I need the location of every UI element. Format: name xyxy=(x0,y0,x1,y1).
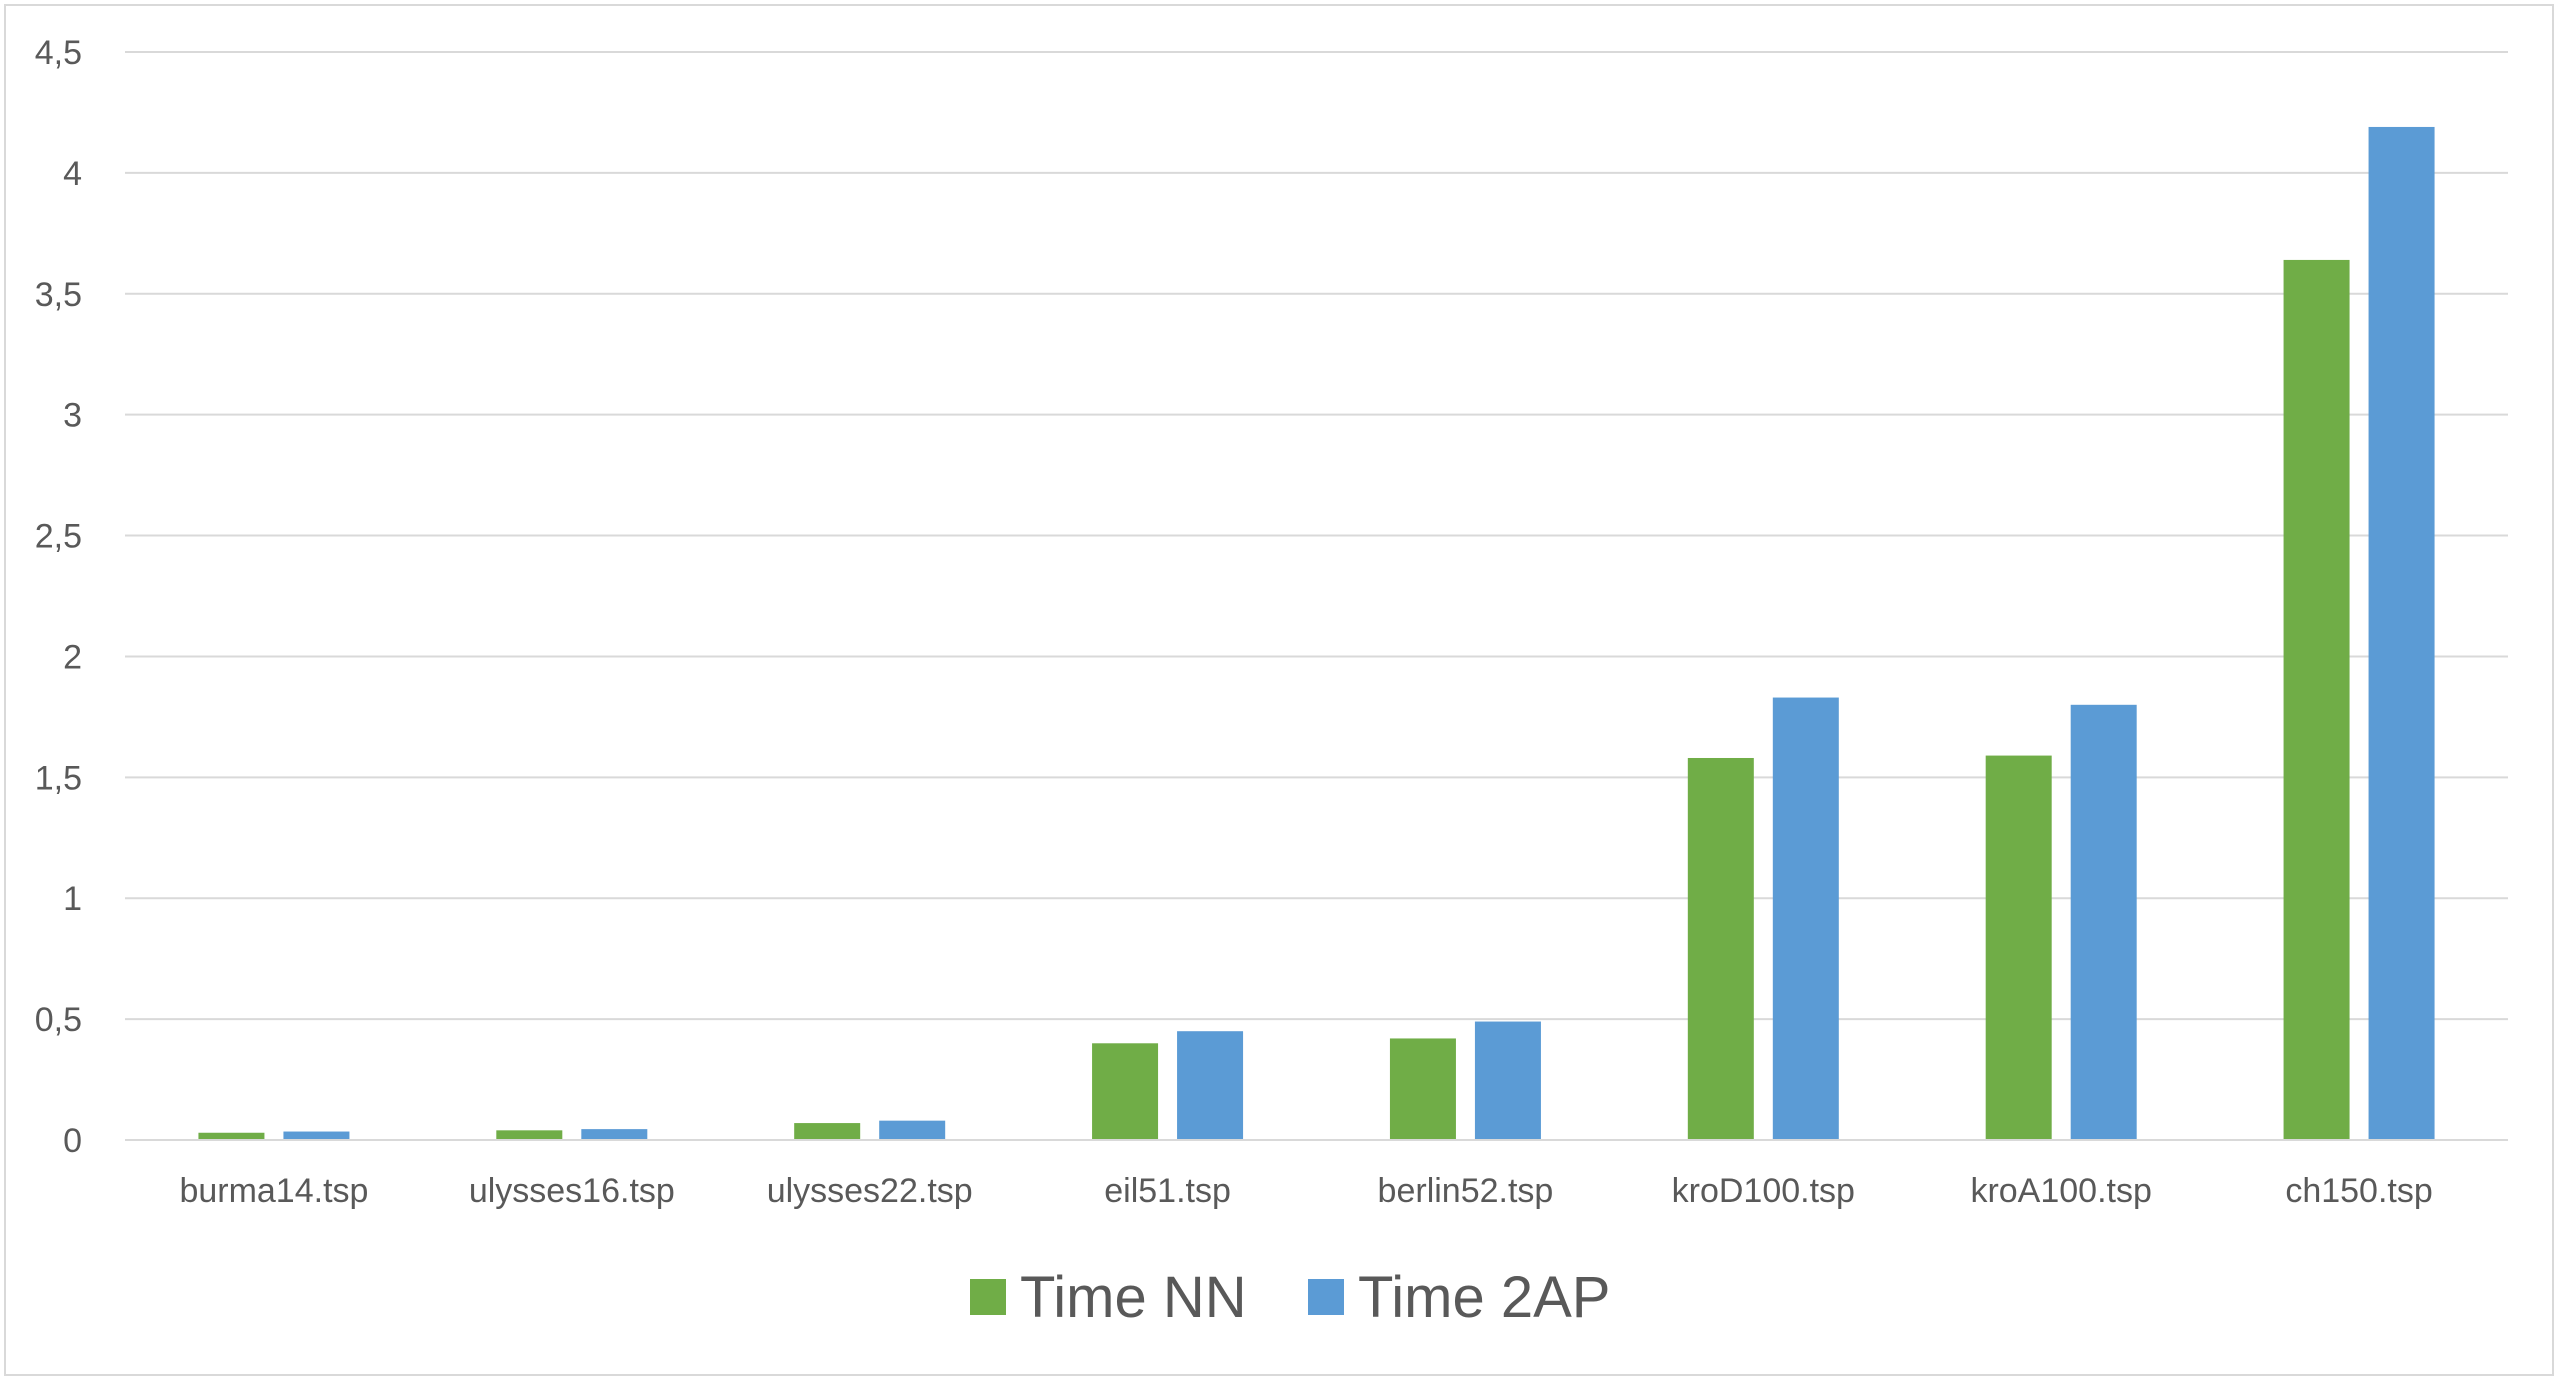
legend-swatch xyxy=(970,1279,1006,1315)
bar-time-2ap xyxy=(283,1131,350,1140)
bar-time-2ap xyxy=(1474,1021,1541,1140)
bar-time-nn xyxy=(1389,1038,1456,1140)
y-tick-label: 1 xyxy=(63,880,82,918)
y-tick-label: 3 xyxy=(63,397,82,435)
y-tick-label: 1,5 xyxy=(35,759,82,797)
x-tick-label: kroA100.tsp xyxy=(1970,1172,2151,1210)
bar-time-2ap xyxy=(1177,1031,1244,1140)
bar-time-nn xyxy=(1687,757,1754,1140)
legend: Time NN Time 2AP xyxy=(970,1265,1610,1330)
y-tick-label: 0 xyxy=(63,1122,82,1160)
chart-frame xyxy=(4,4,2554,1376)
y-axis-ticks: 0 0,5 1 1,5 2 2,5 3 3,5 4 4,5 xyxy=(35,34,82,1160)
bar-time-nn xyxy=(1092,1043,1159,1140)
y-tick-label: 0,5 xyxy=(35,1001,82,1039)
bar-time-2ap xyxy=(2368,126,2435,1140)
x-tick-label: berlin52.tsp xyxy=(1378,1172,1554,1210)
x-axis-ticks: burma14.tsp ulysses16.tsp ulysses22.tsp eil… xyxy=(179,1172,2432,1210)
x-tick-label: burma14.tsp xyxy=(179,1172,368,1210)
y-tick-label: 3,5 xyxy=(35,276,82,314)
bar-time-2ap xyxy=(581,1129,648,1140)
gridlines xyxy=(125,51,2508,1021)
legend-swatch xyxy=(1308,1279,1344,1315)
bar-time-2ap xyxy=(1772,697,1839,1140)
legend-label: Time NN xyxy=(1020,1265,1247,1330)
x-tick-label: ulysses16.tsp xyxy=(469,1172,675,1210)
y-tick-label: 2 xyxy=(63,638,82,676)
y-tick-label: 2,5 xyxy=(35,518,82,556)
bars xyxy=(198,126,2435,1140)
bar-time-nn xyxy=(794,1123,861,1140)
x-tick-label: ch150.tsp xyxy=(2285,1172,2432,1210)
bar-time-nn xyxy=(198,1132,265,1140)
y-tick-label: 4 xyxy=(63,155,82,193)
x-tick-label: ulysses22.tsp xyxy=(767,1172,973,1210)
y-tick-label: 4,5 xyxy=(35,34,82,72)
bar-time-nn xyxy=(1985,755,2052,1140)
legend-label: Time 2AP xyxy=(1358,1265,1610,1330)
bar-time-nn xyxy=(496,1130,563,1140)
x-tick-label: kroD100.tsp xyxy=(1672,1172,1855,1210)
x-tick-label: eil51.tsp xyxy=(1104,1172,1231,1210)
bar-time-2ap xyxy=(2070,704,2137,1140)
bar-time-2ap xyxy=(879,1120,946,1140)
bar-time-nn xyxy=(2283,259,2350,1140)
